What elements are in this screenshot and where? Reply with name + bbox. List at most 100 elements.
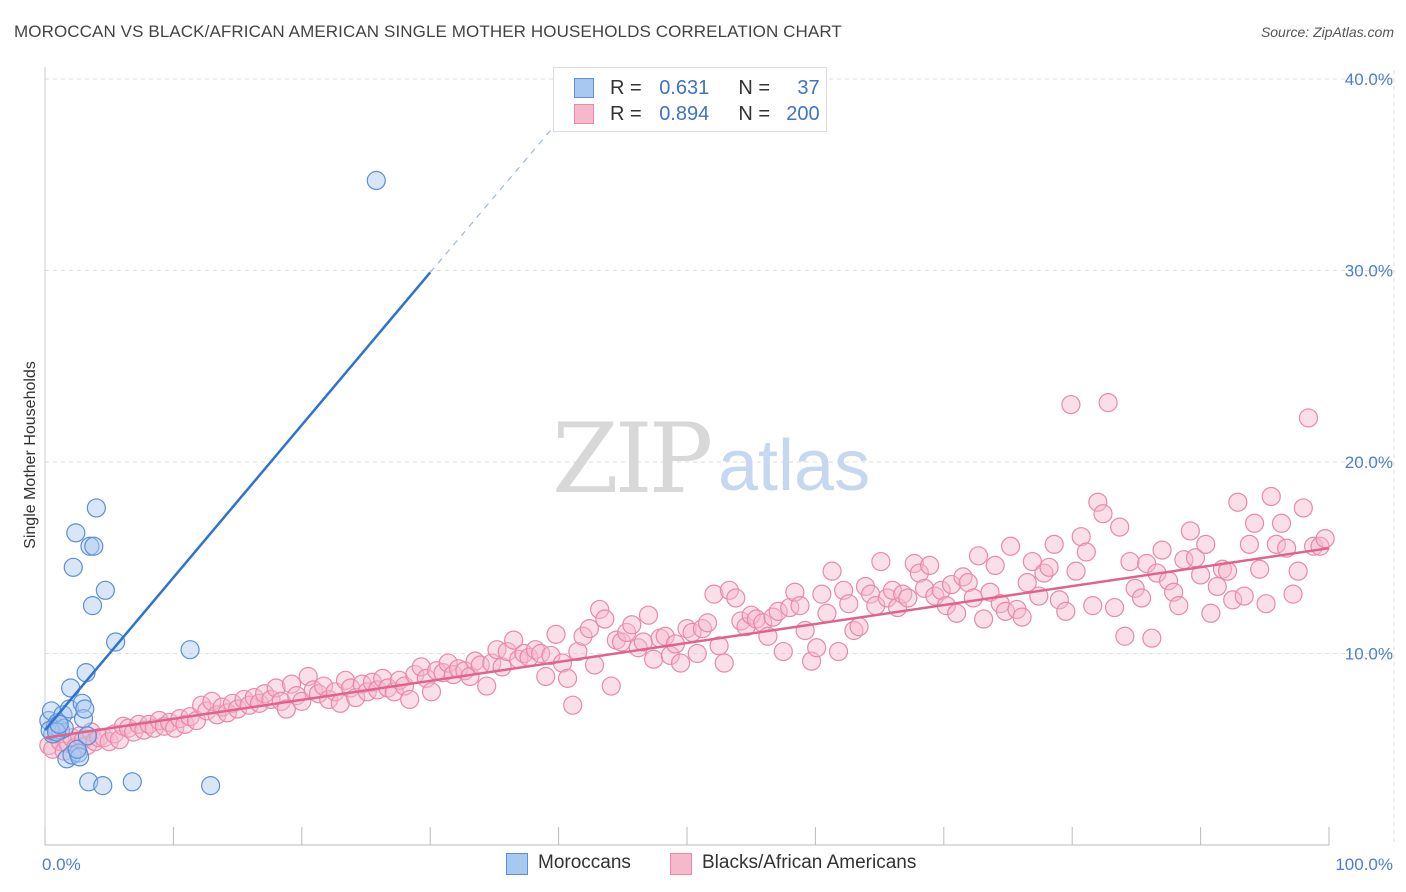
data-point	[438, 653, 458, 673]
bottom-legend-label-moroccans: Moroccans	[538, 852, 631, 873]
x-tick-label: 0.0%	[42, 855, 81, 874]
legend-n-value-blacks: 200	[786, 103, 820, 125]
data-point	[1066, 561, 1086, 581]
data-point	[1076, 542, 1096, 562]
data-point	[1039, 557, 1059, 577]
data-point	[276, 699, 296, 719]
data-point	[1061, 394, 1081, 415]
data-point	[849, 617, 869, 637]
data-point	[590, 599, 610, 620]
watermark: ZIP atlas	[552, 403, 870, 515]
data-point	[411, 657, 431, 677]
data-point	[281, 674, 302, 694]
data-point	[106, 632, 126, 652]
legend-n-value-moroccans: 37	[797, 77, 820, 99]
y-tick-label: 30.0%	[1345, 262, 1393, 281]
data-point	[601, 676, 621, 696]
data-point	[817, 603, 837, 623]
data-point	[1142, 628, 1162, 648]
legend-swatch-blue	[574, 78, 594, 98]
data-point	[920, 555, 940, 576]
data-point	[1234, 586, 1254, 606]
data-point	[1239, 534, 1259, 554]
data-point	[222, 693, 243, 713]
data-point	[477, 676, 497, 696]
data-point	[1000, 536, 1021, 556]
data-point	[579, 619, 600, 639]
data-point	[714, 653, 734, 673]
data-point	[909, 563, 930, 583]
data-point	[93, 776, 113, 796]
y-tick-label: 10.0%	[1345, 645, 1393, 664]
legend-swatch-pink	[574, 104, 594, 124]
data-point	[1093, 504, 1113, 524]
data-point	[958, 573, 978, 593]
data-point	[70, 747, 90, 767]
data-point	[1137, 553, 1157, 574]
data-point	[963, 588, 983, 608]
data-point	[1131, 588, 1152, 608]
trend-line-moroccans-extension	[429, 90, 585, 273]
data-point	[541, 645, 561, 666]
data-point	[985, 555, 1005, 576]
data-point	[1201, 603, 1221, 623]
data-point	[1120, 551, 1140, 572]
axes	[44, 67, 1330, 846]
data-point	[1298, 408, 1319, 428]
data-point	[1271, 513, 1292, 533]
data-point	[514, 643, 534, 664]
legend-r-value-moroccans: 0.631	[659, 77, 710, 99]
data-point	[931, 580, 951, 600]
data-point	[1044, 534, 1064, 554]
data-point	[1266, 534, 1286, 554]
trend-lines	[44, 90, 1330, 739]
data-point	[1098, 393, 1118, 413]
data-point	[75, 699, 95, 719]
data-point	[95, 580, 115, 600]
data-point	[61, 678, 81, 698]
data-point	[79, 772, 99, 792]
data-point	[400, 689, 420, 710]
data-point	[677, 619, 697, 639]
data-point	[86, 498, 106, 518]
data-point	[1228, 492, 1248, 512]
data-point	[546, 624, 566, 644]
data-point	[1180, 521, 1200, 541]
watermark-zip: ZIP	[552, 403, 711, 515]
legend-n-label: N =	[738, 103, 771, 125]
data-point	[768, 601, 788, 621]
data-point	[773, 641, 793, 662]
data-point	[1256, 594, 1276, 614]
data-point	[1071, 527, 1091, 547]
data-point	[49, 714, 69, 734]
legend-text-blacks: R = 0.894 N = 200	[610, 103, 820, 126]
data-point	[1288, 561, 1308, 581]
data-point	[1034, 563, 1054, 583]
data-point	[504, 630, 524, 650]
trend-line-moroccans	[44, 271, 432, 731]
data-point	[914, 578, 935, 598]
data-point	[536, 666, 556, 687]
data-point	[1244, 513, 1265, 533]
data-point	[573, 626, 593, 646]
data-point	[882, 580, 903, 600]
data-point	[871, 551, 891, 572]
data-point	[1056, 601, 1076, 621]
data-point	[719, 580, 739, 600]
data-point	[1088, 492, 1108, 512]
data-point	[82, 596, 103, 616]
data-point	[1293, 498, 1313, 518]
series-blacks-african-americans	[39, 393, 1335, 761]
data-point	[953, 567, 973, 587]
data-point	[66, 523, 86, 543]
y-tick-label: 20.0%	[1345, 453, 1393, 472]
data-point	[122, 772, 142, 792]
data-point	[692, 619, 713, 639]
data-point	[822, 561, 842, 581]
data-point	[1049, 590, 1069, 610]
data-point	[1223, 590, 1243, 610]
data-point	[904, 553, 924, 574]
data-point	[763, 607, 783, 627]
data-point	[67, 739, 87, 759]
legend-text-moroccans: R = 0.631 N = 37	[610, 77, 820, 100]
